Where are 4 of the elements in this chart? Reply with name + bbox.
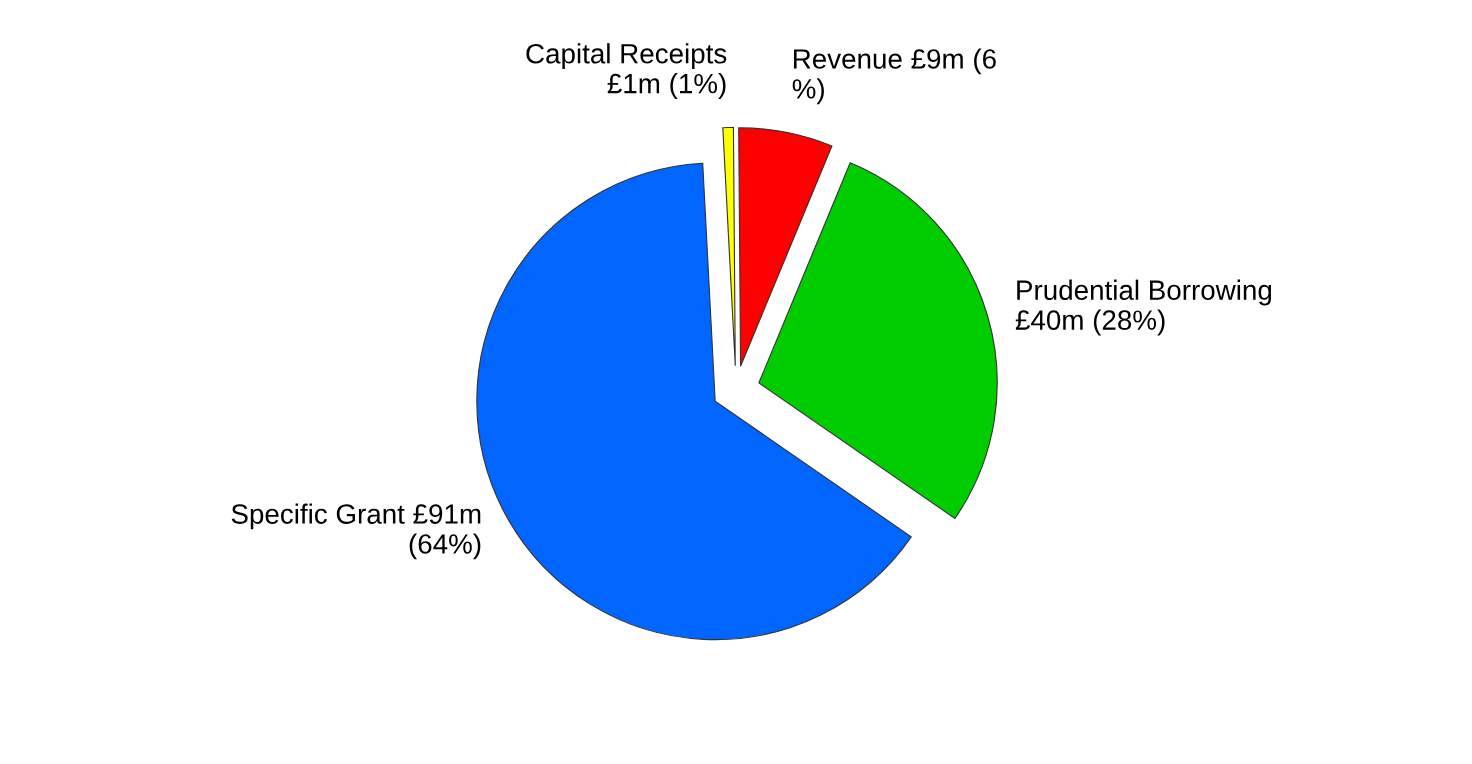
slice-label: Revenue £9m (6 %) — [792, 48, 996, 105]
slice-label: Capital Receipts £1m (1%) — [526, 43, 727, 99]
slice-label: Specific Grant £91m (64%) — [231, 503, 481, 560]
slice-label: Prudential Borrowing £40m (28%) — [1015, 279, 1272, 336]
